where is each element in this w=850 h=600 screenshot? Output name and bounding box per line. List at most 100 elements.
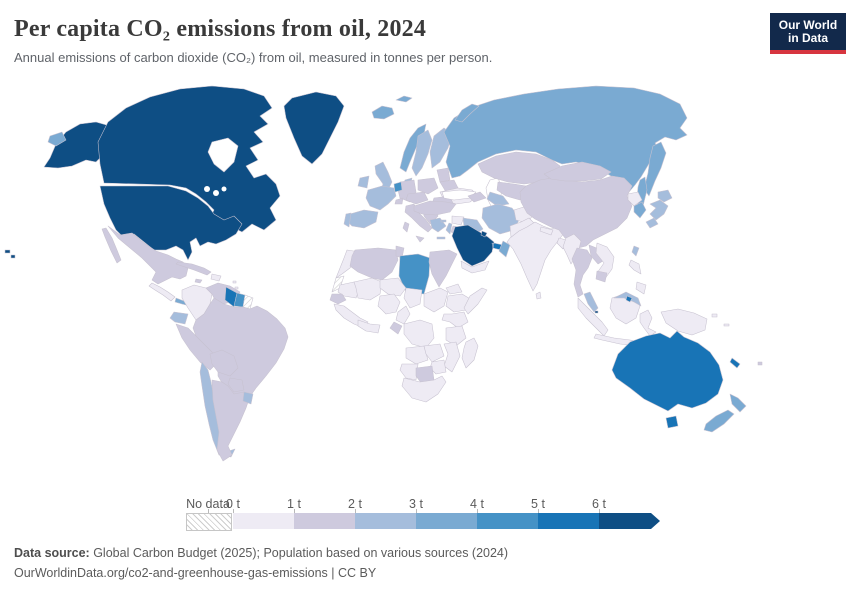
country-indonesia-sulawesi[interactable] xyxy=(639,309,657,337)
country-south-korea[interactable] xyxy=(633,201,647,219)
country-philippines-mindanao[interactable] xyxy=(635,281,647,295)
country-austria-czechia[interactable] xyxy=(405,191,429,205)
country-lesser-antilles-1[interactable] xyxy=(232,280,237,284)
country-algeria[interactable] xyxy=(349,247,399,281)
country-tanzania[interactable] xyxy=(445,325,467,347)
country-singapore[interactable] xyxy=(594,310,599,314)
country-turkey[interactable] xyxy=(413,200,457,216)
country-egypt[interactable] xyxy=(428,249,458,288)
country-uruguay[interactable] xyxy=(242,391,254,405)
country-madagascar[interactable] xyxy=(461,337,479,369)
country-namibia[interactable] xyxy=(399,363,419,381)
country-hawaii[interactable] xyxy=(4,249,11,254)
country-sudan[interactable] xyxy=(423,287,449,313)
country-australia[interactable] xyxy=(611,330,724,412)
country-japan-honshu[interactable] xyxy=(649,199,669,221)
country-solomon-islands[interactable] xyxy=(723,323,730,327)
legend-segment-0[interactable] xyxy=(233,513,294,529)
country-png-islands[interactable] xyxy=(711,313,718,318)
country-angola[interactable] xyxy=(405,345,429,365)
country-fiji[interactable] xyxy=(757,361,763,366)
country-oman[interactable] xyxy=(498,240,511,258)
country-sri-lanka[interactable] xyxy=(535,291,542,300)
country-zambia[interactable] xyxy=(423,343,445,363)
country-hispaniola[interactable] xyxy=(210,273,222,282)
legend-segment-4[interactable] xyxy=(477,513,538,529)
country-baltics[interactable] xyxy=(436,167,451,183)
country-libya[interactable] xyxy=(398,253,431,295)
country-saudi-arabia[interactable] xyxy=(451,224,495,267)
country-portugal[interactable] xyxy=(343,212,352,228)
legend-segment-2[interactable] xyxy=(355,513,416,529)
country-jamaica[interactable] xyxy=(194,278,203,284)
legend-no-data-swatch[interactable] xyxy=(186,513,232,531)
country-new-zealand-north[interactable] xyxy=(729,393,747,413)
country-mozambique[interactable] xyxy=(443,341,461,373)
country-mongolia[interactable] xyxy=(543,161,612,182)
country-poland[interactable] xyxy=(417,177,439,195)
country-chukotka-fragment[interactable] xyxy=(47,131,67,147)
country-lesser-antilles-2[interactable] xyxy=(234,286,239,290)
country-malaysia-peninsula[interactable] xyxy=(583,291,599,313)
country-greece-crete[interactable] xyxy=(436,236,446,240)
country-cambodia[interactable] xyxy=(595,270,608,283)
country-cameroon[interactable] xyxy=(395,305,411,325)
country-cuba[interactable] xyxy=(175,261,212,276)
country-caucasus[interactable] xyxy=(467,191,487,203)
country-thailand[interactable] xyxy=(571,247,593,298)
country-mali[interactable] xyxy=(353,277,383,301)
country-central-america[interactable] xyxy=(148,282,176,302)
country-philippines-luzon[interactable] xyxy=(628,259,642,275)
country-bolivia[interactable] xyxy=(209,349,239,377)
country-mexico-baja[interactable] xyxy=(101,227,122,264)
country-new-zealand-south[interactable] xyxy=(703,409,735,433)
legend-segment-1[interactable] xyxy=(294,513,355,529)
license-link[interactable]: OurWorldinData.org/co2-and-greenhouse-ga… xyxy=(14,566,377,580)
country-new-guinea[interactable] xyxy=(660,308,708,336)
country-cyprus[interactable] xyxy=(440,219,447,223)
country-paraguay[interactable] xyxy=(227,377,245,393)
country-ecuador[interactable] xyxy=(169,311,189,325)
country-indonesia-sumatra[interactable] xyxy=(577,297,609,337)
country-china[interactable] xyxy=(519,175,633,249)
owid-logo[interactable]: Our World in Data xyxy=(770,13,846,54)
country-gabon[interactable] xyxy=(389,321,403,335)
country-tasmania[interactable] xyxy=(665,415,679,429)
country-iceland[interactable] xyxy=(371,105,395,120)
country-french-guiana[interactable] xyxy=(242,294,254,310)
country-senegal[interactable] xyxy=(329,293,347,305)
country-taiwan[interactable] xyxy=(631,245,640,257)
country-somalia[interactable] xyxy=(463,287,488,315)
country-italy-sicily[interactable] xyxy=(415,235,425,243)
country-japan-hokkaido[interactable] xyxy=(657,189,673,203)
country-ireland[interactable] xyxy=(357,175,370,189)
country-syria[interactable] xyxy=(451,215,465,226)
country-greenland[interactable] xyxy=(283,91,345,165)
country-chad[interactable] xyxy=(403,287,423,309)
country-france[interactable] xyxy=(365,185,397,211)
country-drc[interactable] xyxy=(403,319,435,349)
legend-segment-6[interactable] xyxy=(599,513,660,529)
legend-segment-3[interactable] xyxy=(416,513,477,529)
country-ghana-cote-divoire[interactable] xyxy=(357,319,381,334)
country-novaya-zemlya[interactable] xyxy=(454,103,480,123)
country-kenya-uganda[interactable] xyxy=(441,311,469,329)
country-niger[interactable] xyxy=(379,277,407,297)
country-sweden[interactable] xyxy=(411,129,433,177)
country-argentina[interactable] xyxy=(211,379,251,462)
country-brunei[interactable] xyxy=(625,295,633,303)
country-israel-lebanon[interactable] xyxy=(445,222,453,235)
country-eritrea[interactable] xyxy=(445,283,463,295)
country-new-caledonia[interactable] xyxy=(729,357,741,369)
country-nigeria[interactable] xyxy=(377,293,401,315)
country-svalbard[interactable] xyxy=(395,95,413,103)
country-nepal[interactable] xyxy=(539,226,554,236)
country-north-korea[interactable] xyxy=(627,191,643,207)
country-italy-sardinia[interactable] xyxy=(402,221,410,233)
country-south-africa[interactable] xyxy=(401,375,447,403)
country-kamchatka[interactable] xyxy=(643,141,667,197)
country-spain[interactable] xyxy=(345,209,379,229)
country-india[interactable] xyxy=(506,221,565,292)
country-turkmenistan[interactable] xyxy=(486,191,510,207)
country-switzerland[interactable] xyxy=(394,197,404,205)
